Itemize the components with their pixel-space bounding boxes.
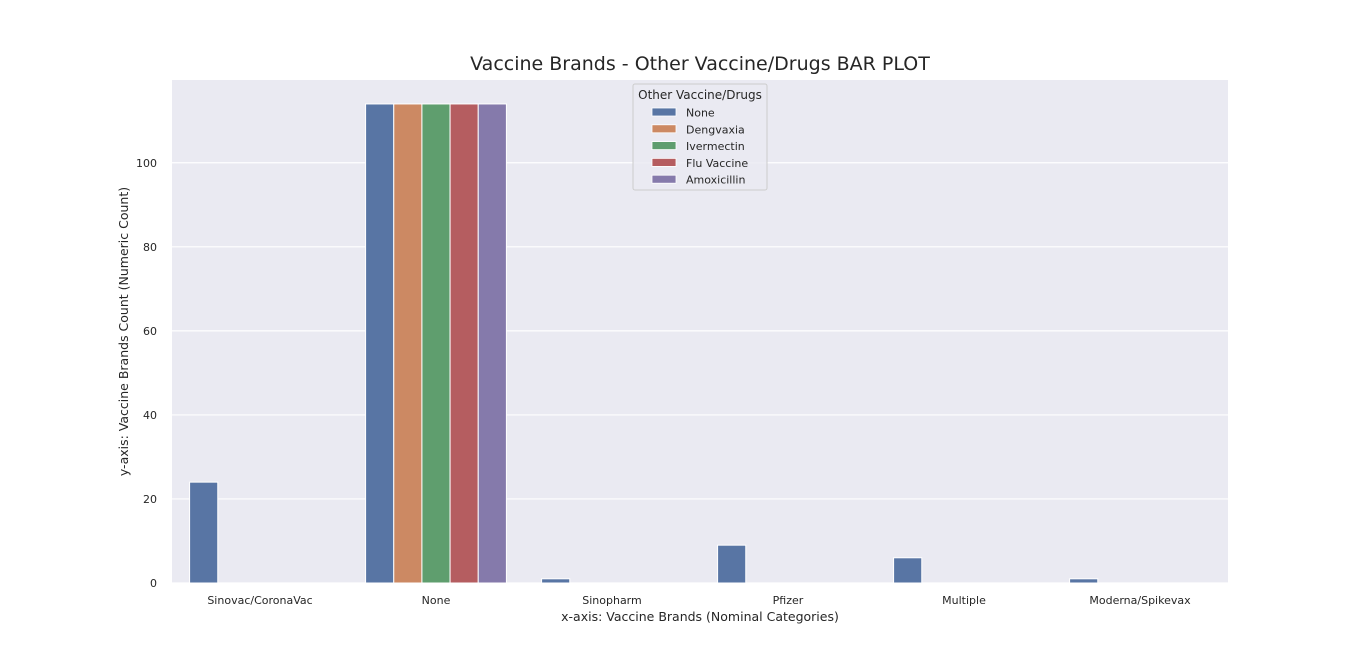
- chart-title: Vaccine Brands - Other Vaccine/Drugs BAR…: [470, 53, 930, 75]
- bar-none-pfizer: [717, 544, 747, 584]
- legend-swatch: [651, 174, 677, 184]
- x-tick-label: Sinovac/CoronaVac: [207, 594, 312, 607]
- legend: Other Vaccine/Drugs None Dengvaxia Ivermec…: [632, 83, 768, 191]
- x-axis-ticks: Sinovac/CoronaVac None Sinopharm Pfizer Mult…: [207, 594, 1191, 607]
- legend-swatch: [651, 107, 677, 117]
- legend-label: Dengvaxia: [686, 123, 745, 136]
- x-tick-label: None: [422, 594, 451, 607]
- bar-amoxicillin-none: [477, 103, 507, 584]
- x-axis-label: x-axis: Vaccine Brands (Nominal Categori…: [561, 609, 839, 624]
- x-tick-label: Pfizer: [773, 594, 804, 607]
- y-tick-label: 20: [143, 493, 157, 506]
- bar-none-multiple: [893, 557, 923, 584]
- y-tick-label: 0: [150, 577, 157, 590]
- legend-label: None: [686, 107, 715, 120]
- legend-swatch: [651, 157, 677, 167]
- legend-label: Ivermectin: [686, 140, 745, 153]
- legend-title: Other Vaccine/Drugs: [638, 88, 762, 102]
- legend-label: Amoxicillin: [686, 174, 745, 187]
- y-tick-label: 40: [143, 409, 157, 422]
- x-tick-label: Sinopharm: [582, 594, 641, 607]
- y-tick-label: 60: [143, 325, 157, 338]
- legend-swatch: [651, 141, 677, 151]
- x-tick-label: Multiple: [942, 594, 986, 607]
- bar-none-none: [365, 103, 395, 584]
- x-tick-label: Moderna/Spikevax: [1089, 594, 1191, 607]
- bars: [189, 103, 1099, 584]
- y-axis-ticks: 0 20 40 60 80 100: [136, 157, 157, 590]
- bar-none-sinopharm: [541, 578, 571, 584]
- legend-label: Flu Vaccine: [686, 157, 748, 170]
- bar-none-moderna-spikevax: [1069, 578, 1099, 584]
- legend-swatch: [651, 124, 677, 134]
- legend-items: None Dengvaxia Ivermectin Flu Vaccine Amoxic…: [651, 107, 748, 187]
- bar-dengvaxia-none: [393, 103, 423, 584]
- bar-flu-vaccine-none: [449, 103, 479, 584]
- y-tick-label: 80: [143, 241, 157, 254]
- y-axis-label: y-axis: Vaccine Brands Count (Numeric Co…: [116, 187, 131, 476]
- bar-none-sinovac-coronavac: [189, 481, 219, 584]
- y-tick-label: 100: [136, 157, 157, 170]
- bar-ivermectin-none: [421, 103, 451, 584]
